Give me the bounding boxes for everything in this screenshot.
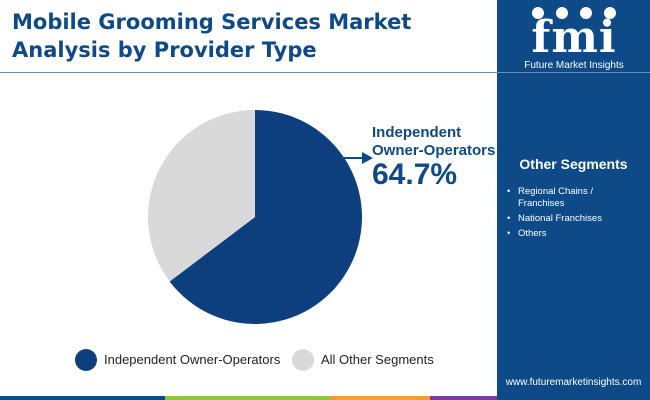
callout-label-line2: Owner-Operators <box>372 142 496 159</box>
callout-label: Independent Owner-Operators <box>372 124 495 160</box>
list-item: Regional Chains / Franchises <box>504 186 624 210</box>
bottom-bar-segment <box>165 396 330 400</box>
legend-label: All Other Segments <box>321 352 434 367</box>
callout-arrow-icon <box>340 152 373 164</box>
logo-icons <box>532 7 616 19</box>
list-item: National Franchises <box>504 213 624 225</box>
list-item: Others <box>504 228 624 240</box>
bottom-bar-segment <box>497 396 650 400</box>
bottom-bar-segment <box>0 396 165 400</box>
sidebar-divider <box>497 72 650 73</box>
callout-value: 64.7% <box>372 158 458 191</box>
legend-label: Independent Owner-Operators <box>104 352 281 367</box>
legend-swatch <box>292 349 314 371</box>
pie-chart <box>148 110 362 324</box>
bottom-bar-segment <box>430 396 497 400</box>
bottom-bar-segment <box>330 396 430 400</box>
fmi-logo: fmi Future Market Insights <box>515 4 633 71</box>
pie-slice-all-other-segments <box>148 110 255 282</box>
header-divider <box>0 72 497 73</box>
logo-text: fmi <box>531 12 617 63</box>
brand-name: Future Market Insights <box>524 60 624 71</box>
pie-slice-independent-owner-operators <box>169 110 362 324</box>
segments-list: Regional Chains / Franchises National Fr… <box>504 186 624 243</box>
callout-label-line1: Independent <box>372 124 462 141</box>
website-link[interactable]: www.futuremarketinsights.com <box>505 377 642 388</box>
segments-title: Other Segments <box>519 156 628 172</box>
sidebar: fmi Future Market Insights Other Segment… <box>497 0 650 400</box>
page-title: Mobile Grooming Services Market Analysis… <box>12 10 412 62</box>
legend-swatch <box>75 349 97 371</box>
